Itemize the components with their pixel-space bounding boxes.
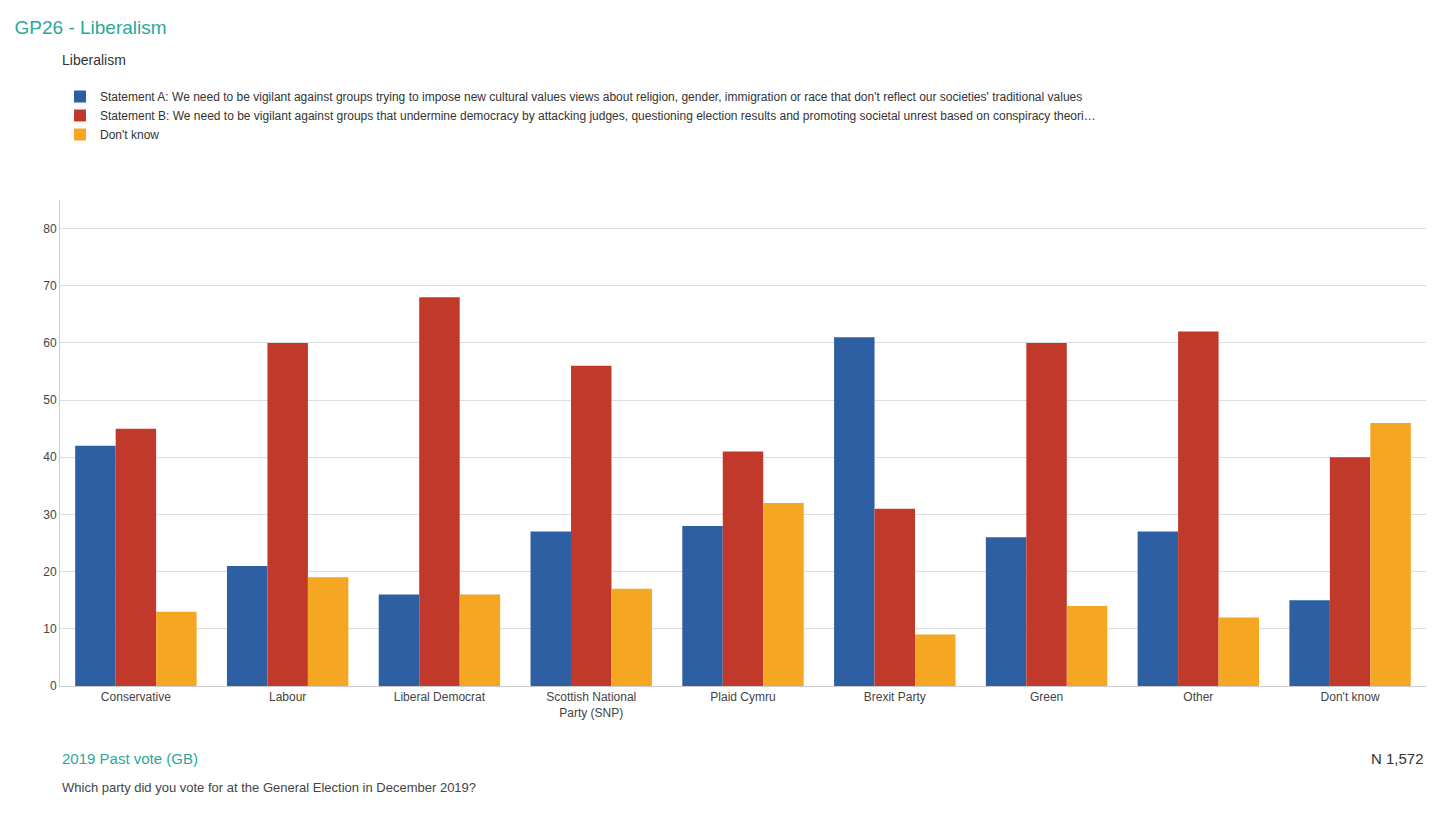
svg-text:Scottish NationalParty (SNP): Scottish NationalParty (SNP) xyxy=(546,690,636,720)
svg-text:Don't know: Don't know xyxy=(100,128,159,142)
svg-text:20: 20 xyxy=(43,565,57,579)
svg-text:Don't know: Don't know xyxy=(1321,690,1380,704)
svg-text:70: 70 xyxy=(43,279,57,293)
svg-text:Which party did you vote for a: Which party did you vote for at the Gene… xyxy=(62,780,476,795)
svg-text:60: 60 xyxy=(43,336,57,350)
svg-text:10: 10 xyxy=(43,622,57,636)
svg-text:Other: Other xyxy=(1183,690,1213,704)
svg-text:30: 30 xyxy=(43,508,57,522)
svg-text:Brexit Party: Brexit Party xyxy=(864,690,926,704)
svg-text:GP26 - Liberalism: GP26 - Liberalism xyxy=(15,17,167,38)
svg-text:Labour: Labour xyxy=(269,690,306,704)
svg-text:Plaid Cymru: Plaid Cymru xyxy=(710,690,775,704)
svg-text:Statement B: We need to be vig: Statement B: We need to be vigilant agai… xyxy=(100,109,1096,123)
svg-text:0: 0 xyxy=(50,679,57,693)
svg-text:Conservative: Conservative xyxy=(101,690,171,704)
svg-text:Liberal Democrat: Liberal Democrat xyxy=(394,690,486,704)
svg-text:Statement A: We need to be vig: Statement A: We need to be vigilant agai… xyxy=(100,90,1082,104)
svg-text:80: 80 xyxy=(43,222,57,236)
svg-text:2019 Past vote (GB): 2019 Past vote (GB) xyxy=(62,750,198,767)
svg-text:50: 50 xyxy=(43,393,57,407)
svg-text:Liberalism: Liberalism xyxy=(62,52,126,68)
svg-text:Green: Green xyxy=(1030,690,1063,704)
svg-text:40: 40 xyxy=(43,450,57,464)
svg-text:N 1,572: N 1,572 xyxy=(1371,750,1424,767)
